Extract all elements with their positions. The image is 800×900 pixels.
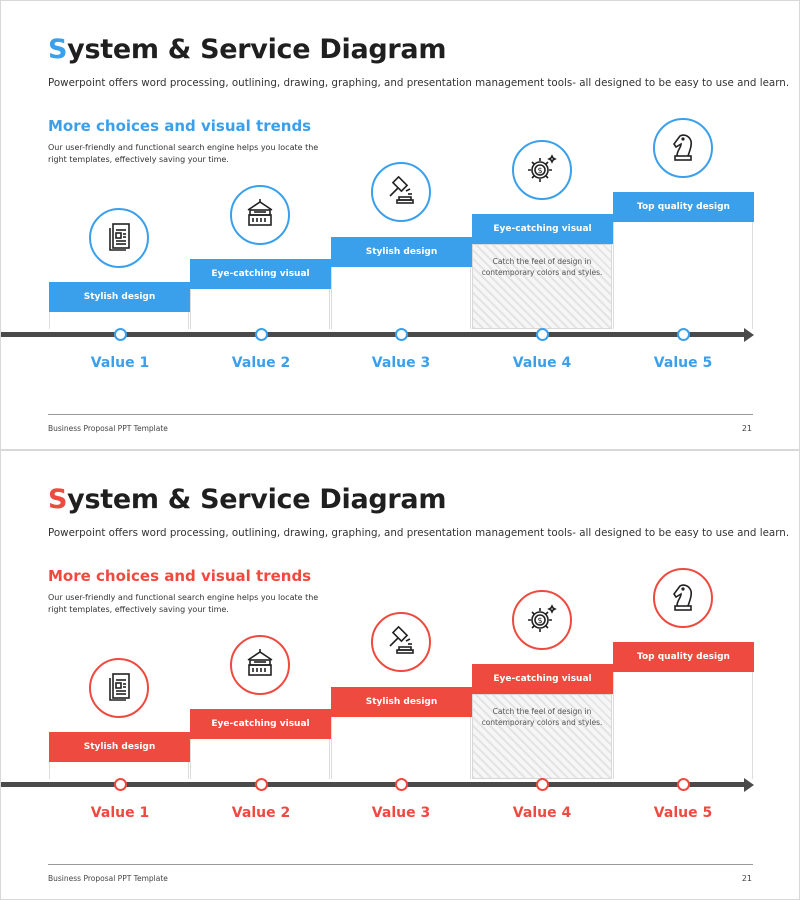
value-label: Value 2 bbox=[231, 805, 291, 821]
step-icon-circle bbox=[89, 658, 149, 718]
slide-subtitle: Powerpoint offers word processing, outli… bbox=[48, 77, 790, 89]
building-icon bbox=[243, 646, 277, 684]
footer-text: Business Proposal PPT Template bbox=[48, 874, 168, 883]
step-bar: Eye-catching visual bbox=[190, 259, 331, 289]
svg-text:$: $ bbox=[537, 166, 542, 175]
value-label: Value 4 bbox=[512, 805, 572, 821]
step-icon-circle: $ bbox=[512, 140, 572, 200]
step-column bbox=[190, 739, 330, 779]
step-column bbox=[49, 762, 189, 779]
building-icon bbox=[243, 196, 277, 234]
step-bar: Eye-catching visual bbox=[472, 664, 613, 694]
slide: System & Service Diagram Powerpoint offer… bbox=[0, 450, 800, 900]
value-label: Value 4 bbox=[512, 355, 572, 371]
step-bar-label: Stylish design bbox=[365, 697, 438, 707]
step-column bbox=[49, 312, 189, 329]
value-label: Value 3 bbox=[371, 355, 431, 371]
timeline-dot bbox=[395, 328, 408, 341]
step-bar-label: Stylish design bbox=[83, 292, 156, 302]
gear-dollar-icon: $ bbox=[525, 151, 559, 189]
step-icon-circle bbox=[89, 208, 149, 268]
value-label: Value 2 bbox=[231, 355, 291, 371]
timeline-arrow-icon bbox=[744, 778, 754, 792]
page-number: 21 bbox=[741, 874, 752, 883]
slide-title: System & Service Diagram bbox=[48, 484, 446, 515]
step-icon-circle bbox=[371, 162, 431, 222]
slide-subtitle: Powerpoint offers word processing, outli… bbox=[48, 527, 790, 539]
timeline-dot bbox=[255, 328, 268, 341]
timeline-dot bbox=[677, 328, 690, 341]
timeline-dot bbox=[536, 778, 549, 791]
slide: System & Service Diagram Powerpoint offer… bbox=[0, 0, 800, 450]
gavel-icon bbox=[384, 623, 418, 661]
timeline-dot bbox=[395, 778, 408, 791]
document-icon bbox=[102, 219, 136, 257]
step-bar: Stylish design bbox=[49, 732, 190, 762]
timeline-dot bbox=[536, 328, 549, 341]
footer-divider bbox=[48, 414, 753, 415]
value-label: Value 5 bbox=[653, 805, 713, 821]
step-bar: Top quality design bbox=[613, 642, 754, 672]
step-bar: Eye-catching visual bbox=[190, 709, 331, 739]
page-number: 21 bbox=[741, 424, 752, 433]
footer-text: Business Proposal PPT Template bbox=[48, 424, 168, 433]
timeline-line bbox=[1, 332, 746, 337]
value-label: Value 3 bbox=[371, 805, 431, 821]
section-heading: More choices and visual trends bbox=[48, 117, 312, 135]
footer-divider bbox=[48, 864, 753, 865]
step-bar: Stylish design bbox=[331, 237, 472, 267]
value-label: Value 1 bbox=[90, 805, 150, 821]
step-bar-label: Eye-catching visual bbox=[493, 224, 592, 234]
section-heading: More choices and visual trends bbox=[48, 567, 312, 585]
value-label: Value 1 bbox=[90, 355, 150, 371]
step-bar-label: Top quality design bbox=[637, 652, 730, 662]
step-note: Catch the feel of design in contemporary… bbox=[481, 257, 603, 277]
step-bar-label: Top quality design bbox=[637, 202, 730, 212]
timeline-dot bbox=[677, 778, 690, 791]
step-column bbox=[613, 672, 753, 779]
title-first-letter: S bbox=[48, 484, 68, 515]
step-bar-label: Stylish design bbox=[365, 247, 438, 257]
step-bar: Top quality design bbox=[613, 192, 754, 222]
step-bar-label: Stylish design bbox=[83, 742, 156, 752]
gear-dollar-icon: $ bbox=[525, 601, 559, 639]
section-text: Our user-friendly and functional search … bbox=[48, 593, 319, 614]
step-bar-label: Eye-catching visual bbox=[211, 719, 310, 729]
timeline-arrow-icon bbox=[744, 328, 754, 342]
step-column bbox=[190, 289, 330, 329]
step-icon-circle: $ bbox=[512, 590, 572, 650]
value-label: Value 5 bbox=[653, 355, 713, 371]
timeline-line bbox=[1, 782, 746, 787]
step-icon-circle bbox=[230, 635, 290, 695]
title-rest: ystem & Service Diagram bbox=[67, 34, 447, 65]
step-column bbox=[331, 267, 471, 329]
title-rest: ystem & Service Diagram bbox=[67, 484, 447, 515]
svg-text:$: $ bbox=[537, 616, 542, 625]
step-bar-label: Eye-catching visual bbox=[211, 269, 310, 279]
step-icon-circle bbox=[371, 612, 431, 672]
section-text: Our user-friendly and functional search … bbox=[48, 143, 319, 164]
step-icon-circle bbox=[653, 568, 713, 628]
step-note: Catch the feel of design in contemporary… bbox=[481, 707, 603, 727]
step-column bbox=[331, 717, 471, 779]
step-column bbox=[472, 694, 612, 779]
step-icon-circle bbox=[653, 118, 713, 178]
timeline-dot bbox=[255, 778, 268, 791]
timeline-dot bbox=[114, 328, 127, 341]
step-column bbox=[472, 244, 612, 329]
step-column bbox=[613, 222, 753, 329]
chess-knight-icon bbox=[666, 579, 700, 617]
title-first-letter: S bbox=[48, 34, 68, 65]
slide-title: System & Service Diagram bbox=[48, 34, 446, 65]
step-bar: Stylish design bbox=[49, 282, 190, 312]
timeline-dot bbox=[114, 778, 127, 791]
step-bar: Stylish design bbox=[331, 687, 472, 717]
document-icon bbox=[102, 669, 136, 707]
gavel-icon bbox=[384, 173, 418, 211]
step-bar-label: Eye-catching visual bbox=[493, 674, 592, 684]
chess-knight-icon bbox=[666, 129, 700, 167]
step-icon-circle bbox=[230, 185, 290, 245]
step-bar: Eye-catching visual bbox=[472, 214, 613, 244]
